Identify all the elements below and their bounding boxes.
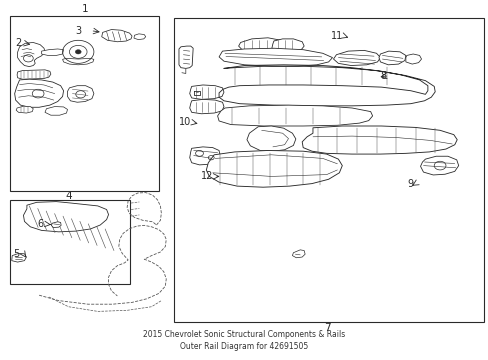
Polygon shape [16,106,33,113]
Polygon shape [189,147,220,165]
Polygon shape [246,126,295,151]
Polygon shape [67,86,94,102]
Polygon shape [405,54,421,64]
Text: 5: 5 [13,249,19,259]
Polygon shape [206,150,342,187]
Polygon shape [12,253,26,262]
Text: 7: 7 [324,323,330,333]
Polygon shape [41,49,63,55]
Polygon shape [333,50,380,66]
Text: 9: 9 [407,179,413,189]
Text: 2: 2 [16,38,21,48]
Polygon shape [271,39,304,52]
Text: 10: 10 [178,117,191,127]
Text: 8: 8 [380,71,386,81]
Polygon shape [292,250,305,258]
Polygon shape [189,99,224,114]
Polygon shape [51,222,61,228]
Bar [10,200,129,284]
Polygon shape [378,51,405,65]
Polygon shape [179,46,193,68]
Polygon shape [219,48,332,66]
Bar [10,16,159,191]
Text: 2015 Chevrolet Sonic Structural Components & Rails
Outer Rail Diagram for 426915: 2015 Chevrolet Sonic Structural Componen… [143,330,345,351]
Text: 3: 3 [75,26,81,36]
Polygon shape [420,156,458,175]
Text: 12: 12 [200,171,213,181]
Polygon shape [45,107,67,115]
Text: 1: 1 [82,4,89,14]
Polygon shape [134,34,145,40]
Polygon shape [15,79,63,107]
Polygon shape [18,42,45,67]
Polygon shape [302,126,456,154]
Polygon shape [17,70,51,79]
Polygon shape [238,38,284,52]
Circle shape [75,50,81,54]
Text: 4: 4 [65,191,72,201]
Text: 6: 6 [37,219,43,229]
Polygon shape [102,30,132,42]
Polygon shape [189,85,224,99]
Polygon shape [217,105,372,126]
Polygon shape [62,58,94,65]
Text: 11: 11 [330,31,343,41]
Polygon shape [23,202,108,232]
Bar [173,18,483,322]
